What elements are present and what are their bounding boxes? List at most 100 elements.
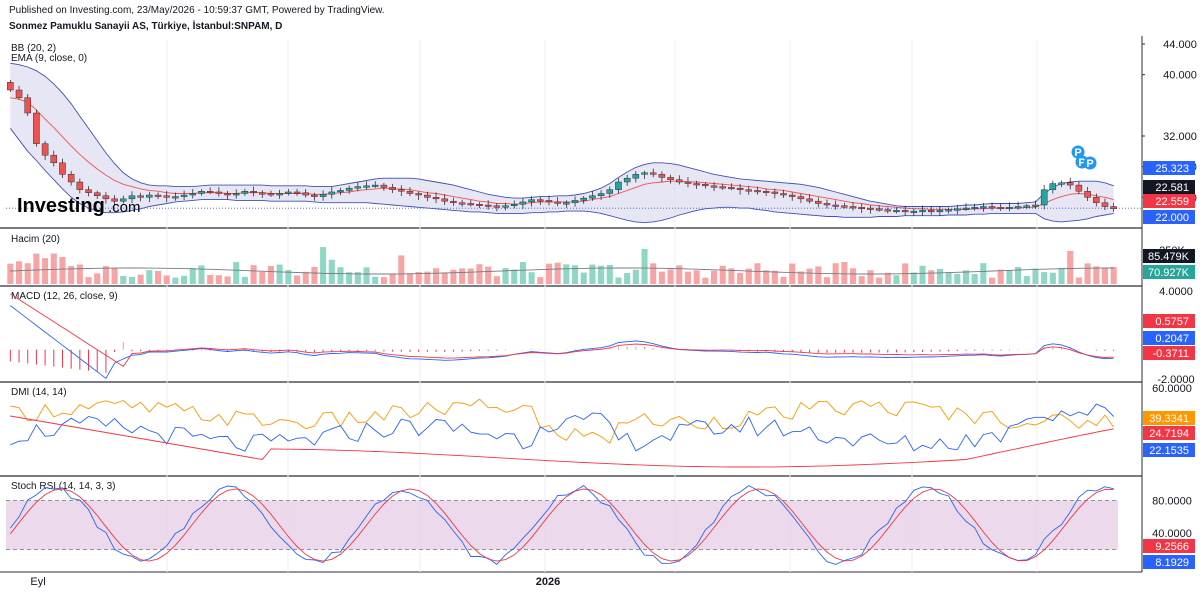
macd-tick-label: -2.0000 <box>1157 374 1194 386</box>
volume-bar <box>910 272 917 284</box>
candle <box>285 188 292 196</box>
candle-body <box>111 198 118 202</box>
stoch-band <box>6 500 1118 550</box>
candle <box>302 189 309 198</box>
candle <box>980 202 987 212</box>
candle <box>528 196 535 207</box>
volume-bar <box>606 264 613 284</box>
candle-body <box>901 210 909 213</box>
price-tick-label: 44.000 <box>1163 39 1197 51</box>
volume-bar <box>545 263 553 284</box>
candle <box>962 203 970 211</box>
volume-bar <box>693 270 700 284</box>
candle <box>163 190 170 203</box>
candle <box>319 190 327 201</box>
candle-body <box>954 208 961 211</box>
candle-body <box>841 205 848 208</box>
candle-body <box>172 196 179 199</box>
value-tag-bg <box>1143 426 1195 440</box>
value-tag-bg <box>1143 443 1195 457</box>
macd-line <box>10 305 1114 379</box>
stoch-tick-label: 40.0000 <box>1152 528 1192 540</box>
volume-bar <box>1015 266 1022 284</box>
candle <box>102 192 110 204</box>
candle-body <box>919 210 926 213</box>
volume-bar <box>85 277 92 284</box>
pattern-marker: P <box>1071 145 1085 159</box>
candle <box>788 192 796 201</box>
candle-body <box>606 189 614 194</box>
candle <box>641 170 648 180</box>
value-tag-bg <box>1143 210 1195 224</box>
value-tag-label: 24.7194 <box>1149 428 1189 440</box>
macd-value-tag: 0.2047 <box>1143 331 1195 345</box>
candle-body <box>545 200 553 203</box>
candle <box>198 189 205 196</box>
candle <box>797 193 805 204</box>
volume-bar <box>571 265 579 284</box>
value-tag-label: 9.2566 <box>1155 541 1189 553</box>
candle <box>467 200 475 207</box>
candle-body <box>780 193 787 196</box>
volume-bar <box>589 264 596 284</box>
value-tag-bg <box>1143 539 1195 553</box>
candle <box>606 186 614 198</box>
candle-body <box>24 97 31 114</box>
candle-body <box>7 82 14 91</box>
candle <box>693 180 700 189</box>
candle-body <box>623 177 631 183</box>
candle <box>85 186 92 197</box>
candle <box>563 200 570 208</box>
price-value-tag: 25.323 <box>1143 161 1195 175</box>
candle-body <box>797 196 805 200</box>
candle-body <box>910 210 918 213</box>
candle-body <box>1006 207 1013 210</box>
volume-bar <box>1006 270 1013 284</box>
candle-body <box>450 200 457 203</box>
candle-body <box>710 185 718 188</box>
candle <box>1110 202 1117 212</box>
price-value-tag: 22.581 <box>1143 180 1195 194</box>
candle-body <box>241 190 249 194</box>
candle <box>215 187 223 197</box>
candle-body <box>293 191 301 194</box>
value-tag-label: 0.2047 <box>1155 333 1189 345</box>
candle <box>76 178 84 194</box>
candle-body <box>467 203 475 206</box>
volume-bar <box>728 268 735 284</box>
macd-signal-line <box>10 293 1114 368</box>
volume-bar <box>849 268 857 284</box>
candle <box>728 183 735 191</box>
candle <box>146 191 153 203</box>
candle <box>954 204 961 215</box>
volume-bar <box>684 271 692 284</box>
volume-bar <box>658 271 665 284</box>
candle-body <box>884 209 892 212</box>
volume-bar <box>94 273 101 284</box>
candle <box>580 195 587 204</box>
candle <box>919 205 926 216</box>
volume-bar <box>667 269 674 284</box>
candle-body <box>85 189 92 193</box>
candle-body <box>684 181 692 184</box>
dmi-value-tag: 22.1535 <box>1143 443 1195 457</box>
dmi-minus-line <box>10 398 1115 444</box>
candle <box>41 140 49 160</box>
candle <box>806 194 813 204</box>
candle <box>389 183 396 194</box>
volume-bar <box>128 276 136 284</box>
volume-bar <box>962 270 970 284</box>
candle-body <box>415 193 422 196</box>
candle <box>1006 202 1013 212</box>
candle <box>7 79 14 92</box>
volume-bar <box>42 258 49 284</box>
volume-bar <box>841 262 848 284</box>
candle <box>1084 187 1091 202</box>
volume-bar <box>936 268 943 284</box>
volume-bar <box>719 265 726 284</box>
volume-bar <box>1093 266 1100 284</box>
candle-body <box>997 207 1004 210</box>
candle <box>597 189 605 200</box>
volume-bar <box>259 271 266 284</box>
value-tag-label: 22.000 <box>1155 212 1189 224</box>
